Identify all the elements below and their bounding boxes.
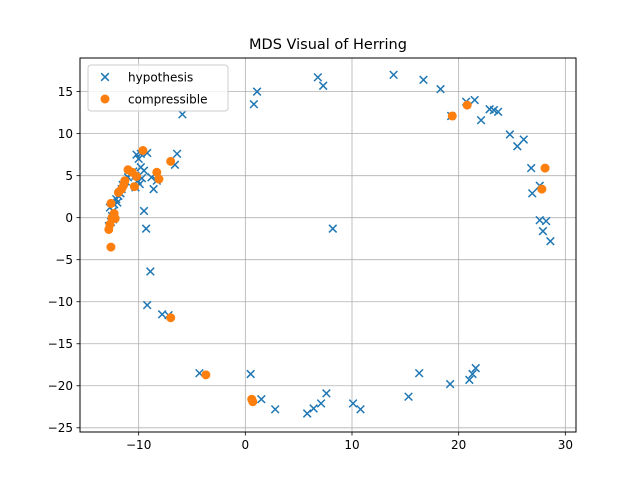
data-point-hypothesis <box>302 409 312 418</box>
data-point-compressible <box>132 172 142 182</box>
data-point-hypothesis <box>328 224 338 233</box>
plot-area <box>104 70 555 418</box>
data-point-hypothesis <box>316 399 326 408</box>
data-point-hypothesis <box>136 162 146 172</box>
data-point-compressible <box>540 163 550 173</box>
x-tick-label: 10 <box>344 438 359 452</box>
data-point-hypothesis <box>246 369 255 379</box>
legend-box <box>87 64 229 112</box>
data-point-hypothesis <box>348 399 358 408</box>
y-tick-label: 10 <box>58 127 73 141</box>
data-point-compressible <box>129 182 139 192</box>
data-point-compressible <box>201 370 211 380</box>
data-point-hypothesis <box>436 84 445 94</box>
data-point-compressible <box>138 145 148 155</box>
data-point-compressible <box>537 184 547 194</box>
data-point-hypothesis <box>141 224 151 233</box>
legend-marker-hypothesis <box>100 72 110 82</box>
y-tick-label: 15 <box>58 85 73 99</box>
data-point-hypothesis <box>172 149 182 159</box>
legend-label-compressible: compressible <box>128 92 207 106</box>
data-point-compressible <box>110 214 120 224</box>
y-tick-label: −15 <box>48 337 73 351</box>
data-point-hypothesis <box>139 206 149 216</box>
series-hypothesis <box>104 70 555 418</box>
data-point-compressible <box>106 198 116 208</box>
y-tick-label: 5 <box>65 169 73 183</box>
y-tick-label: −25 <box>48 421 73 435</box>
data-point-hypothesis <box>546 236 555 246</box>
data-point-hypothesis <box>146 267 155 276</box>
data-point-hypothesis <box>541 216 551 226</box>
data-point-hypothesis <box>465 375 474 385</box>
data-point-hypothesis <box>178 109 187 119</box>
data-point-hypothesis <box>149 184 158 194</box>
data-point-hypothesis <box>476 115 486 125</box>
data-point-hypothesis <box>404 392 413 402</box>
x-tick-label: 20 <box>451 438 466 452</box>
data-point-compressible <box>166 156 176 166</box>
y-tick-label: −10 <box>48 295 73 309</box>
data-point-hypothesis <box>493 107 503 117</box>
data-point-hypothesis <box>513 141 522 151</box>
data-point-hypothesis <box>318 81 328 91</box>
x-tick-label: 0 <box>242 438 250 452</box>
data-point-hypothesis <box>249 99 259 109</box>
y-tick-label: −20 <box>48 379 73 393</box>
data-point-hypothesis <box>445 379 455 389</box>
data-point-hypothesis <box>252 87 262 96</box>
data-point-hypothesis <box>419 75 428 85</box>
x-tick-label: 30 <box>558 438 573 452</box>
data-point-hypothesis <box>389 70 398 80</box>
data-point-hypothesis <box>527 188 537 198</box>
data-point-compressible <box>154 174 164 184</box>
x-tick-label: −10 <box>126 438 151 452</box>
axis-ticks: −10 0 10 20 30 −25 −20 −15 −10 −5 0 5 10 15 <box>48 85 573 452</box>
data-point-hypothesis <box>309 404 318 413</box>
chart-title: MDS Visual of Herring <box>249 37 407 53</box>
series-compressible <box>104 100 550 407</box>
data-point-hypothesis <box>538 226 548 236</box>
data-point-hypothesis <box>257 394 266 404</box>
data-point-hypothesis <box>470 95 479 105</box>
grid <box>80 58 576 432</box>
data-point-hypothesis <box>471 363 481 373</box>
legend-label-hypothesis: hypothesis <box>128 70 193 84</box>
data-point-hypothesis <box>322 389 331 398</box>
data-point-hypothesis <box>134 154 143 164</box>
data-point-compressible <box>462 100 472 110</box>
data-point-compressible <box>106 242 116 252</box>
data-point-compressible <box>447 111 457 121</box>
legend-marker-compressible <box>100 94 110 104</box>
data-point-hypothesis <box>313 72 323 82</box>
data-point-hypothesis <box>505 130 515 139</box>
legend: hypothesis compressible <box>87 64 229 112</box>
axes-frame <box>79 57 577 433</box>
y-tick-label: 0 <box>65 211 73 225</box>
data-point-hypothesis <box>519 135 529 144</box>
data-point-hypothesis <box>468 369 477 379</box>
data-point-hypothesis <box>526 163 536 173</box>
data-point-hypothesis <box>142 300 152 310</box>
data-point-compressible <box>248 397 258 407</box>
data-point-compressible <box>120 176 130 186</box>
data-point-compressible <box>166 313 176 323</box>
data-point-hypothesis <box>414 368 424 378</box>
data-point-hypothesis <box>356 404 365 414</box>
y-tick-label: −5 <box>55 253 73 267</box>
data-point-hypothesis <box>270 404 280 414</box>
